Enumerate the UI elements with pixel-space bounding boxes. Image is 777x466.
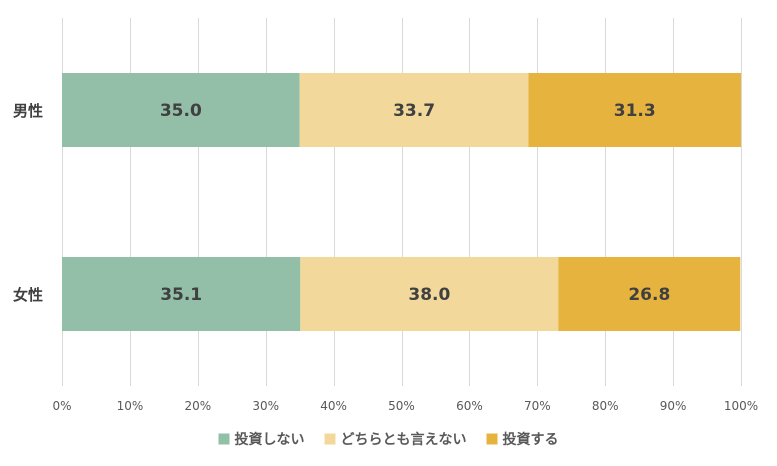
x-tick-label-0: 0% xyxy=(52,399,71,413)
legend-label-0: 投資しない xyxy=(235,431,305,448)
bar-0-1 xyxy=(299,73,529,147)
x-tick-label-20: 20% xyxy=(184,399,211,413)
bars: 35.0 33.7 31.3 35.1 38.0 26.8 xyxy=(62,73,741,331)
x-tick-label-100: 100% xyxy=(724,399,758,413)
x-tick-label-50: 50% xyxy=(388,399,415,413)
category-label-1: 女性 xyxy=(13,286,43,304)
legend-item-0: 投資しない xyxy=(218,431,305,448)
data-label-1-2: 26.8 xyxy=(628,285,670,305)
bar-1-1 xyxy=(300,257,559,331)
x-tick-label-80: 80% xyxy=(592,399,619,413)
bar-0-2 xyxy=(528,73,741,147)
data-label-0-0: 35.0 xyxy=(160,101,202,121)
data-label-0-2: 31.3 xyxy=(614,101,656,121)
category-label-0: 男性 xyxy=(13,102,43,120)
x-tick-label-70: 70% xyxy=(524,399,551,413)
bar-0-0 xyxy=(62,73,300,147)
legend-label-1: どちらとも言えない xyxy=(341,431,467,448)
bar-1-0 xyxy=(62,257,301,331)
legend-swatch-0 xyxy=(218,433,230,445)
data-label-1-0: 35.1 xyxy=(160,285,202,305)
x-tick-label-90: 90% xyxy=(660,399,687,413)
legend-swatch-1 xyxy=(324,433,336,445)
legend-item-2: 投資する xyxy=(486,431,559,448)
x-tick-label-40: 40% xyxy=(320,399,347,413)
data-label-0-1: 33.7 xyxy=(393,101,435,121)
x-tick-label-60: 60% xyxy=(456,399,483,413)
legend-swatch-2 xyxy=(486,433,498,445)
x-tick-label-10: 10% xyxy=(117,399,144,413)
legend-item-1: どちらとも言えない xyxy=(324,431,467,448)
legend-label-2: 投資する xyxy=(503,431,559,448)
x-tick-label-30: 30% xyxy=(252,399,279,413)
data-label-1-1: 38.0 xyxy=(408,285,450,305)
bar-1-2 xyxy=(558,257,741,331)
legend: 投資しない どちらとも言えない 投資する xyxy=(218,431,559,448)
x-axis-ticks: 0% 10% 20% 30% 40% 50% 60% 70% 80% 90% 100% xyxy=(52,399,758,413)
